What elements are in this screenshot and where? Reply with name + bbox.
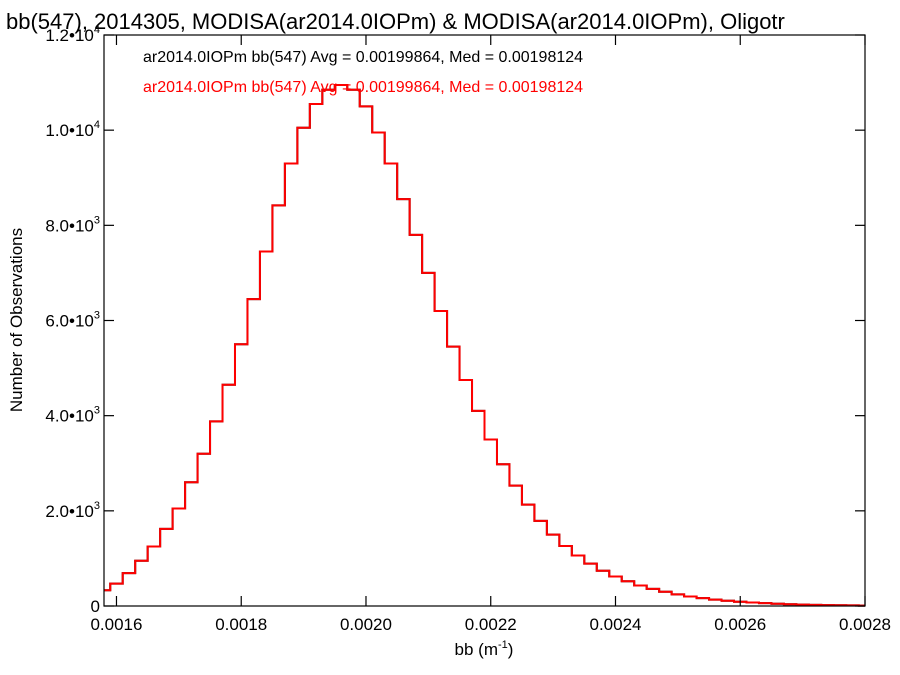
y-tick-label: 2.0•103	[45, 500, 100, 521]
x-tick-label: 0.0022	[465, 615, 517, 634]
x-tick-label: 0.0018	[215, 615, 267, 634]
legend-entry-red: ar2014.0IOPm bb(547) Avg = 0.00199864, M…	[143, 79, 583, 96]
x-tick-label: 0.0016	[90, 615, 142, 634]
plot-frame	[103, 34, 866, 607]
y-tick-label: 4.0•103	[45, 405, 100, 426]
legend-entry-black: ar2014.0IOPm bb(547) Avg = 0.00199864, M…	[143, 49, 583, 66]
series-line-0	[104, 83, 865, 607]
y-axis-label: Number of Observations	[7, 228, 26, 412]
y-tick-label: 1.0•104	[45, 119, 100, 140]
x-tick-label: 0.0020	[340, 615, 392, 634]
series-layer	[104, 83, 865, 607]
series-line-1	[104, 83, 865, 607]
x-axis-label-base: bb (m	[455, 640, 498, 659]
ticks-layer: 0.0016 0.0018 0.0020 0.0022 0.0024 0.0026 0.00…	[45, 24, 891, 634]
x-axis-label-close: )	[508, 640, 514, 659]
y-tick-label: 8.0•103	[45, 214, 100, 235]
chart-title: bb(547), 2014305, MODISA(ar2014.0IOPm) &…	[6, 9, 785, 34]
y-tick-label: 6.0•103	[45, 310, 100, 331]
y-tick-label: 1.2•104	[45, 24, 100, 45]
x-tick-label: 0.0024	[589, 615, 641, 634]
x-axis-label: bb (m-1)	[455, 639, 514, 659]
x-axis-label-exponent: -1	[498, 639, 508, 651]
x-tick-label: 0.0026	[714, 615, 766, 634]
x-tick-label: 0.0028	[839, 615, 891, 634]
y-tick-label: 0	[91, 597, 100, 616]
